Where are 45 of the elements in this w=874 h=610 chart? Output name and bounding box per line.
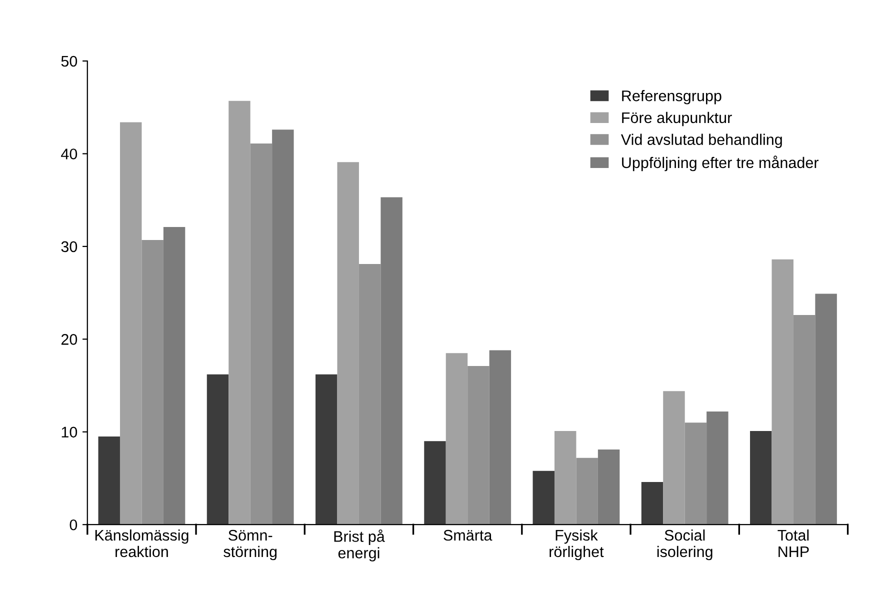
y-tick-label: 10 [62, 426, 78, 438]
legend-label: Referensgrupp [622, 90, 722, 104]
bar [663, 391, 685, 525]
x-tick-label: Känslomässig reaktion [95, 529, 188, 558]
y-tick-label: 40 [61, 148, 78, 160]
legend-label: Uppföljning efter tre månader [622, 156, 819, 172]
bar [750, 430, 772, 525]
bar [532, 470, 554, 525]
bar [815, 294, 837, 525]
x-tick-label: Social isolering [657, 529, 712, 560]
bar [684, 422, 707, 525]
bar [772, 259, 794, 525]
bar [446, 353, 468, 525]
bar [489, 350, 512, 525]
x-tick-label: Fysisk rörlighet [550, 529, 604, 560]
bar [142, 240, 164, 525]
bar [358, 264, 381, 525]
bar [120, 122, 142, 525]
x-tick-label: Smärta [444, 530, 492, 541]
bar [316, 374, 338, 525]
bar [793, 315, 816, 525]
legend-label: Vid avslutad behandling [620, 134, 782, 148]
x-tick-label: Brist på energi [334, 529, 385, 562]
bar [163, 226, 186, 525]
bar [641, 482, 664, 525]
y-tick-label: 50 [61, 56, 78, 67]
bar [98, 436, 120, 525]
bar [337, 162, 359, 525]
bar [576, 458, 598, 525]
x-tick-label: Total NHP [778, 529, 809, 557]
legend-label: Före akupunktur [622, 112, 732, 126]
bar [380, 197, 402, 525]
bar [706, 411, 728, 525]
bar [468, 366, 490, 525]
bar [250, 144, 272, 525]
bar [554, 430, 576, 525]
x-tick-label: Sömn- störning [224, 530, 277, 560]
y-tick-label: 20 [61, 334, 78, 345]
bar [272, 130, 294, 525]
y-tick-label: 30 [61, 241, 78, 252]
bar [206, 374, 229, 525]
bar [598, 449, 620, 525]
y-tick-label: 0 [70, 519, 78, 530]
bar [424, 441, 446, 525]
bar [228, 100, 250, 525]
